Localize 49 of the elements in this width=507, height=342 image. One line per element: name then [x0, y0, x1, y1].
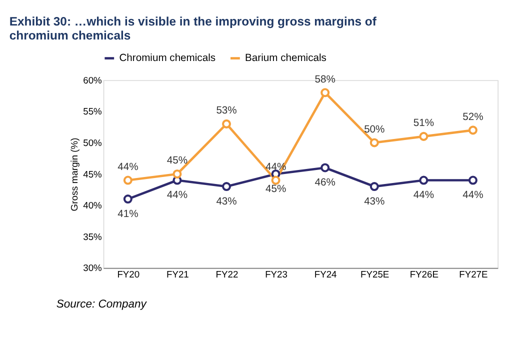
- chart-title: Exhibit 30: …which is visible in the improving gross margins of chromium chemicals: [9, 14, 378, 43]
- point: [320, 163, 330, 172]
- y-tick-label: 35%: [83, 232, 102, 242]
- legend-label: Chromium chemicals: [119, 53, 216, 64]
- y-tick-label: 45%: [83, 169, 102, 180]
- point: [123, 176, 132, 185]
- point: [419, 132, 428, 141]
- x-tick-label: FY20: [117, 270, 140, 280]
- data-label: 50%: [364, 124, 385, 136]
- data-label: 44%: [413, 190, 434, 202]
- x-tick-label: FY21: [166, 270, 189, 280]
- point: [172, 169, 182, 179]
- x-tick-label: FY25E: [360, 270, 390, 280]
- data-label: 46%: [314, 178, 336, 189]
- source-note: Source: Company: [56, 298, 148, 310]
- point: [419, 176, 428, 185]
- data-label: 44%: [118, 162, 138, 173]
- y-axis-title: Gross margin (%): [69, 138, 80, 212]
- point: [468, 176, 478, 185]
- data-label: 44%: [462, 190, 484, 202]
- data-label: 51%: [413, 118, 434, 130]
- point: [370, 182, 379, 192]
- data-label: 52%: [462, 112, 484, 123]
- point: [370, 138, 379, 148]
- point: [222, 182, 232, 192]
- y-tick-label: 30%: [83, 263, 102, 274]
- y-tick-label: 55%: [83, 106, 102, 117]
- data-label: 43%: [364, 196, 385, 208]
- y-tick-label: 40%: [83, 200, 102, 211]
- x-tick-label: FY24: [314, 270, 337, 280]
- data-label: 41%: [118, 208, 138, 220]
- data-label: 43%: [216, 196, 237, 208]
- point: [320, 88, 330, 98]
- point: [271, 176, 280, 185]
- point: [468, 126, 478, 135]
- data-label: 58%: [314, 74, 336, 86]
- data-label: 45%: [166, 156, 188, 167]
- y-tick-label: 50%: [83, 138, 102, 148]
- data-label: 53%: [216, 106, 237, 117]
- point: [123, 194, 132, 204]
- x-tick-label: FY27E: [459, 270, 488, 280]
- data-label: 45%: [265, 184, 286, 195]
- data-label: 44%: [166, 190, 188, 202]
- x-tick-label: FY23: [265, 270, 288, 280]
- legend-label: Barium chemicals: [245, 53, 326, 64]
- y-tick-label: 60%: [83, 75, 102, 86]
- point: [222, 119, 232, 128]
- x-tick-label: FY26E: [410, 270, 438, 280]
- x-tick-label: FY22: [216, 270, 238, 280]
